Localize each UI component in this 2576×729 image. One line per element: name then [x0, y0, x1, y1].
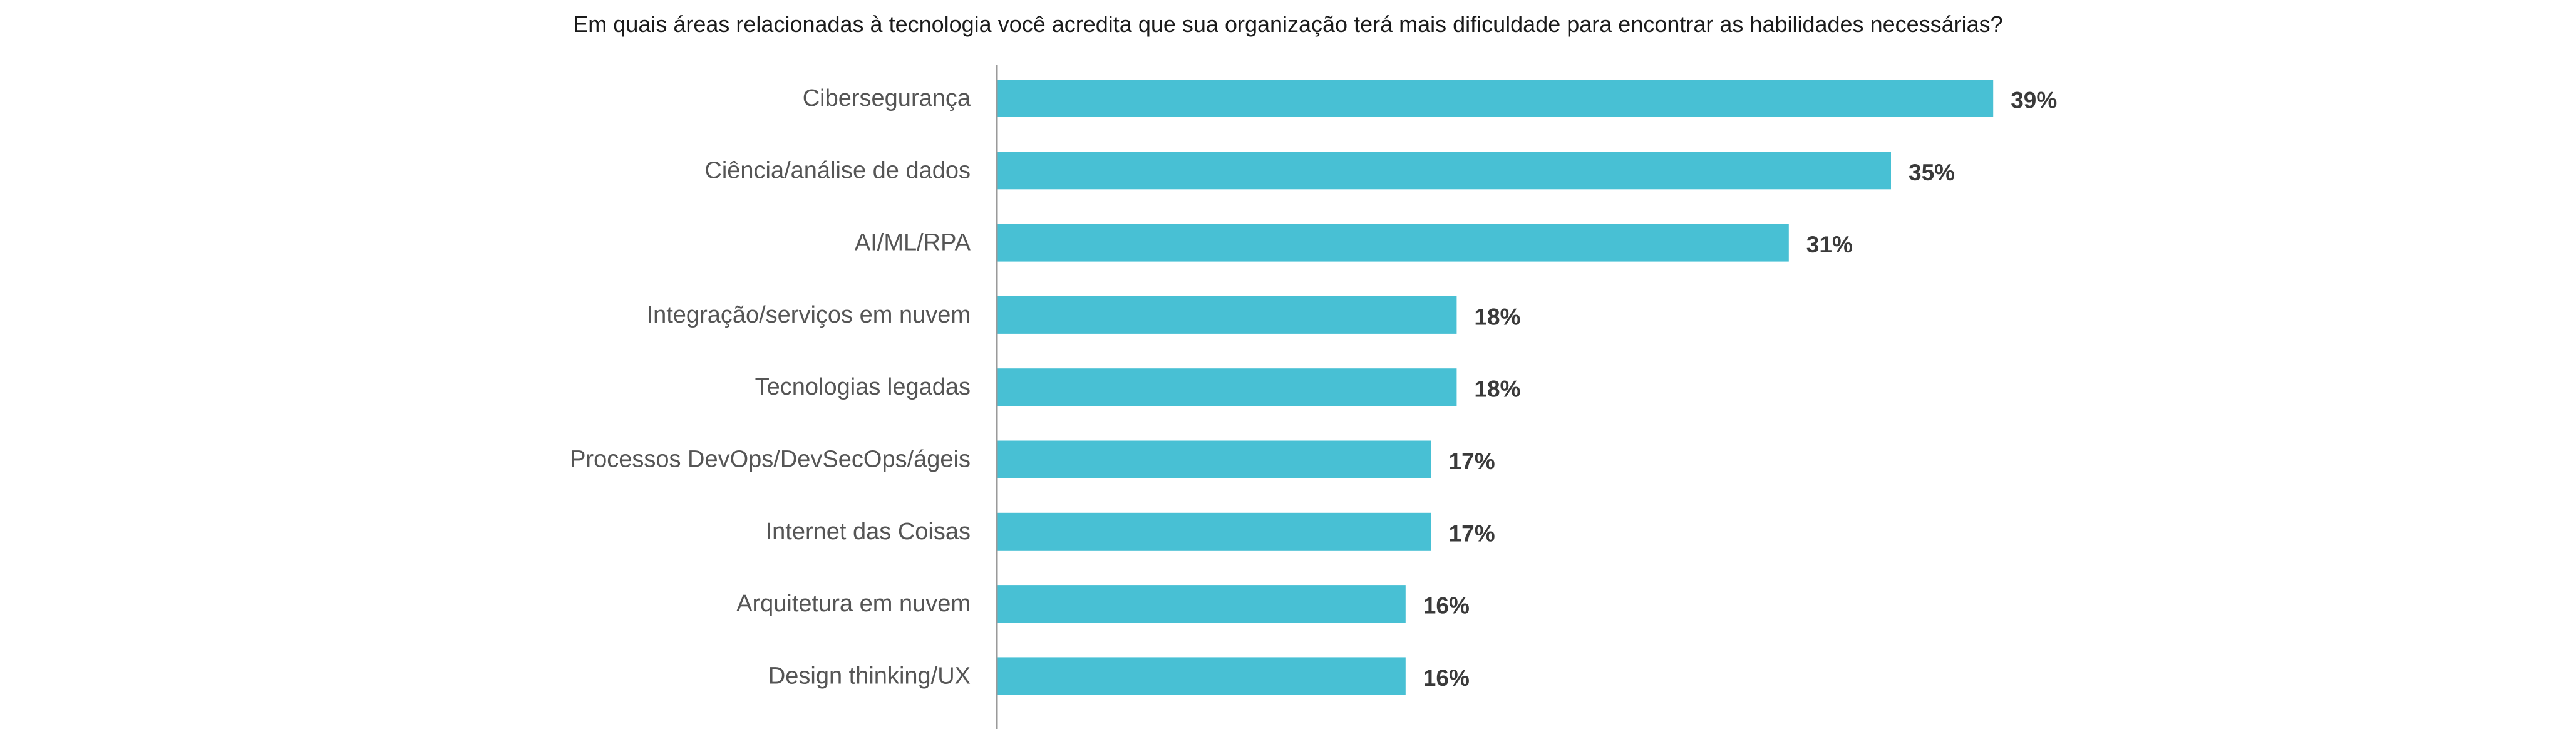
category-label: Tecnologias legadas	[755, 374, 971, 400]
category-label: Integração/serviços em nuvem	[647, 302, 971, 328]
bar-3	[997, 224, 1789, 262]
value-label: 39%	[2011, 88, 2057, 113]
bar-6	[997, 440, 1431, 478]
category-label: AI/ML/RPA	[855, 230, 971, 256]
value-label: 17%	[1449, 520, 1495, 546]
bar-7	[997, 512, 1431, 551]
chart-title: Em quais áreas relacionadas à tecnologia…	[573, 11, 2003, 37]
value-label: 16%	[1423, 593, 1470, 619]
value-label: 17%	[1449, 448, 1495, 474]
value-label: 16%	[1423, 665, 1470, 691]
value-label: 18%	[1474, 304, 1520, 329]
bars-layer	[997, 80, 1994, 695]
category-labels-layer: Cibersegurança Ciência/análise de dados AI…	[570, 85, 971, 689]
bar-5	[997, 368, 1457, 406]
category-label: Design thinking/UX	[768, 663, 971, 689]
value-label: 35%	[1909, 160, 1955, 185]
bar-9	[997, 657, 1406, 695]
category-label: Cibersegurança	[803, 85, 971, 111]
bar-8	[997, 585, 1406, 623]
category-label: Ciência/análise de dados	[704, 157, 971, 184]
bar-1	[997, 80, 1994, 117]
category-label: Processos DevOps/DevSecOps/ágeis	[570, 447, 971, 473]
category-label: Arquitetura em nuvem	[736, 591, 971, 617]
value-labels-layer: 39% 35% 31% 18% 18% 17% 17% 16% 16%	[1423, 88, 2057, 691]
category-label: Internet das Coisas	[766, 519, 971, 545]
value-label: 31%	[1806, 232, 1853, 257]
bar-4	[997, 296, 1457, 334]
value-label: 18%	[1474, 376, 1520, 402]
bar-2	[997, 152, 1891, 190]
